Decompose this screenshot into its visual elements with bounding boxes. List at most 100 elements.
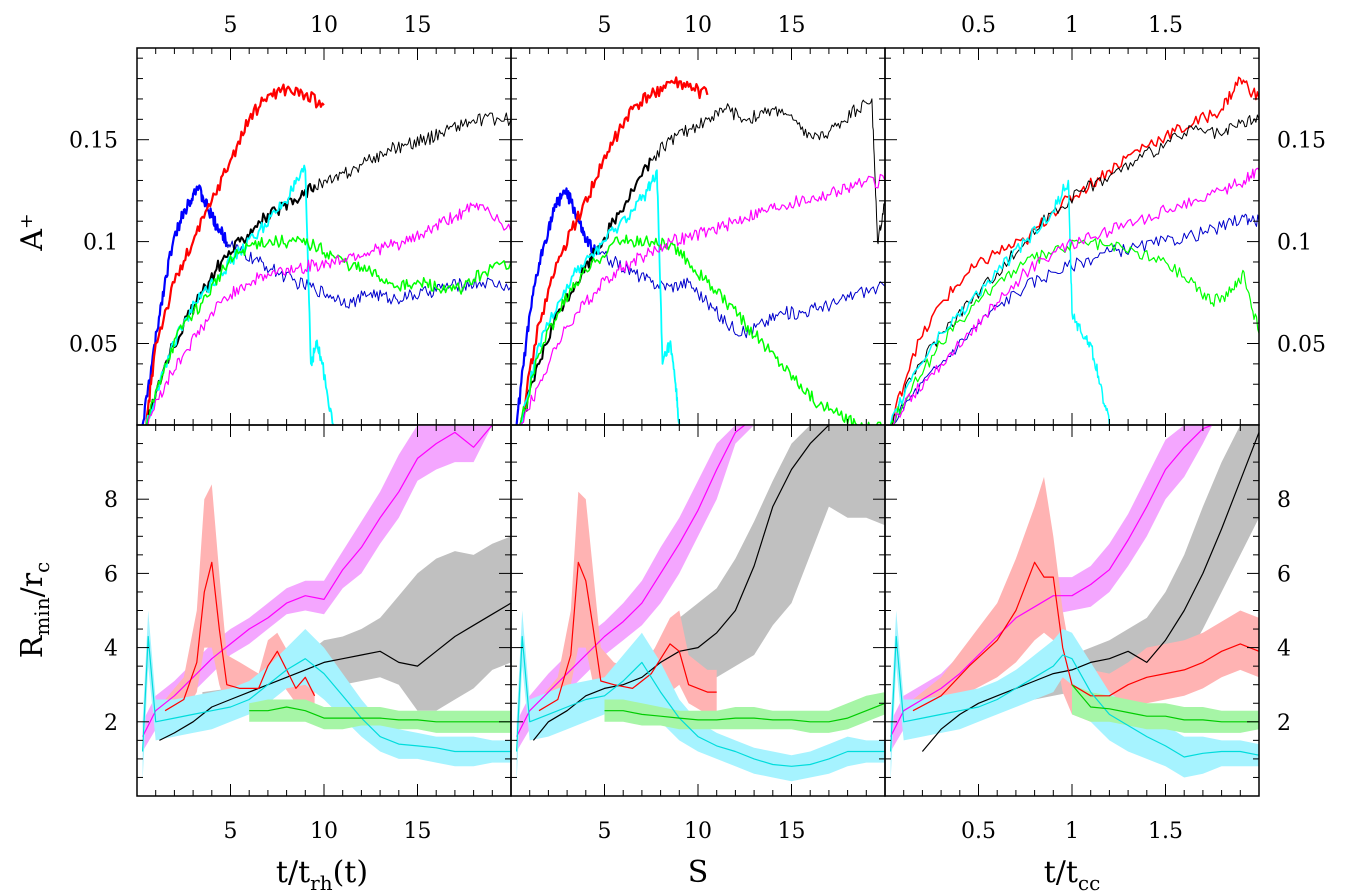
panel-bottom-middle: 5 10 15	[510, 424, 886, 844]
series-line-1	[921, 432, 1259, 752]
label-part: rh	[310, 871, 333, 895]
label-part: (t)	[333, 855, 368, 890]
series-line-3	[516, 635, 885, 767]
series-line-2	[890, 114, 1259, 425]
panel-top-middle: 5 10 15	[510, 13, 886, 426]
y-tick-label: 2	[104, 711, 118, 736]
x-tick-label: 0.5	[961, 819, 996, 844]
series-line-2	[519, 76, 709, 425]
y-tick-label-right: 8	[1277, 488, 1291, 513]
band-2	[539, 491, 717, 722]
label-part: t/t	[276, 855, 310, 890]
x-tick-label: 0.5	[961, 13, 996, 38]
x-tick-label: 5	[598, 13, 612, 38]
series-line-1	[226, 240, 511, 309]
x-tick-label: 5	[598, 819, 612, 844]
band-3	[516, 610, 885, 782]
band-3	[890, 610, 1259, 782]
panel-top-right: 0.5 1 1.5 0.05 0.1 0.15	[884, 13, 1326, 426]
band-1	[623, 425, 885, 700]
y-tick-label-right: 6	[1277, 562, 1291, 587]
panel-top-left: 5 10 15 0.05 0.1 0.15	[69, 13, 512, 426]
series-line-1	[594, 247, 885, 339]
plot-area	[141, 83, 511, 425]
panel-bottom-right: 0.5 1 1.5 2 4 6 8	[884, 424, 1291, 844]
band-0	[516, 425, 755, 752]
band-0	[142, 425, 511, 752]
y-tick-label: 0.1	[83, 231, 118, 256]
panel-bottom-left: 5 10 15 2 4 6 8	[104, 424, 512, 844]
plot-area	[142, 425, 511, 782]
x-tick-label: 10	[310, 819, 338, 844]
series-line-3	[519, 157, 653, 425]
y-tick-label: 0.15	[69, 129, 118, 154]
series-line-3	[889, 179, 1111, 425]
x-tick-label: 5	[224, 13, 238, 38]
y-axis-label-top: A⁺	[15, 213, 50, 252]
plot-area	[516, 425, 885, 782]
y-axis-label-bottom: Rmin/rc	[15, 562, 54, 659]
label-part: r	[15, 572, 50, 587]
y-tick-label-right: 0.15	[1277, 129, 1326, 154]
series-line-1	[159, 602, 511, 741]
series-line-2	[164, 561, 316, 712]
band-4	[604, 692, 885, 733]
x-tick-label: 1	[1065, 819, 1079, 844]
x-tick-label: 15	[778, 819, 806, 844]
series-line-6	[519, 234, 885, 425]
x-tick-label: 15	[404, 13, 432, 38]
x-tick-label: 10	[684, 819, 712, 844]
x-axis-label-middle: S	[688, 855, 709, 890]
x-axis-label-right: t/tcc	[1044, 855, 1101, 895]
series-line-0	[890, 213, 1259, 425]
x-tick-label: 10	[684, 13, 712, 38]
series-line-5	[145, 164, 335, 425]
series-line-3	[890, 635, 1259, 758]
series-line-4	[604, 702, 885, 723]
plot-area	[515, 76, 885, 425]
band-1	[202, 536, 511, 711]
x-tick-label: 15	[404, 819, 432, 844]
y-tick-label: 8	[104, 488, 118, 513]
y-tick-label: 6	[104, 562, 118, 587]
series-line-0	[890, 425, 1213, 737]
x-tick-label: 1.5	[1148, 13, 1183, 38]
series-line-0	[515, 187, 597, 425]
y-tick-label-right: 2	[1277, 711, 1291, 736]
series-line-2	[538, 561, 717, 712]
label-part: /	[15, 586, 50, 597]
series-line-4	[651, 98, 885, 245]
label-part: min	[30, 597, 54, 635]
series-line-1	[889, 76, 1259, 425]
series-line-6	[145, 234, 511, 425]
x-tick-label: 15	[778, 13, 806, 38]
label-part: t/t	[1044, 855, 1078, 890]
label-part: cc	[1078, 871, 1100, 895]
panels: 5 10 150.050.10.155 10 15 0.5 1 1.50.050.10.155…	[69, 13, 1326, 844]
label-part: c	[30, 562, 54, 573]
y-tick-label-right: 0.05	[1277, 332, 1326, 357]
x-tick-label: 1	[1065, 13, 1079, 38]
x-tick-label: 10	[310, 13, 338, 38]
y-tick-label-right: 0.1	[1277, 231, 1312, 256]
y-tick-label: 0.05	[69, 332, 118, 357]
series-line-3	[142, 635, 511, 753]
series-line-0	[141, 184, 228, 425]
band-4	[249, 699, 511, 733]
x-axis-label-left: t/trh(t)	[276, 855, 368, 895]
series-line-5	[890, 167, 1259, 425]
series-line-4	[314, 112, 511, 191]
y-tick-label-right: 4	[1277, 637, 1291, 662]
band-2	[913, 476, 1259, 722]
series-line-0	[142, 425, 511, 737]
plot-area	[889, 76, 1259, 425]
series-line-4	[1071, 684, 1259, 723]
x-tick-label: 1.5	[1148, 819, 1183, 844]
series-line-4	[890, 238, 1259, 425]
panel-frame	[884, 47, 1260, 426]
series-line-7	[519, 173, 885, 425]
series-line-4	[249, 706, 511, 723]
series-line-0	[516, 425, 746, 737]
x-tick-label: 5	[224, 819, 238, 844]
